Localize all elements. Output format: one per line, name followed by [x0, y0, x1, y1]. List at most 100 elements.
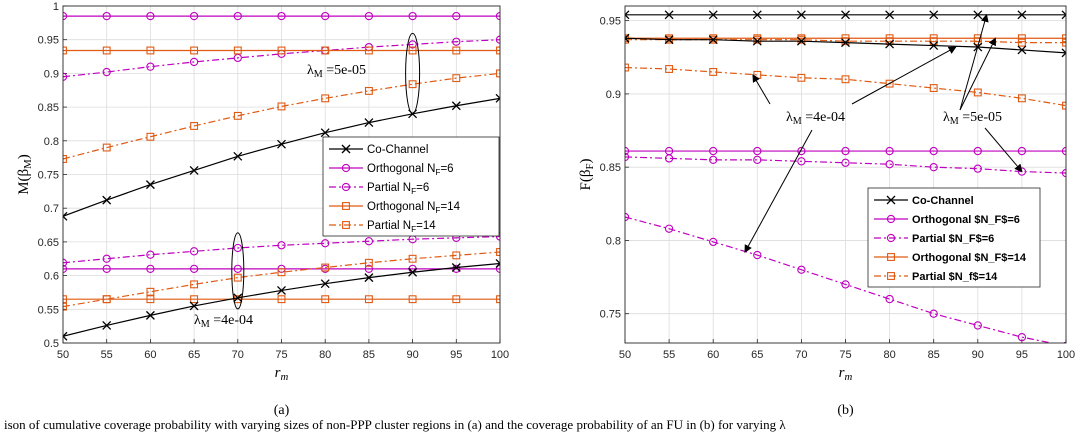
- x-marker-stroke: [189, 165, 199, 175]
- text-span: F: [435, 168, 440, 177]
- x-marker: [886, 195, 896, 205]
- text-span: r: [275, 365, 281, 381]
- square-marker: [841, 37, 850, 46]
- text-span: Co-Channel: [367, 144, 428, 156]
- legend-item-orthogonal-n-f-14: Orthogonal NF=14: [329, 201, 461, 215]
- x-tick-label: 95: [450, 349, 462, 361]
- circle-marker: [664, 154, 674, 163]
- square-marker: [496, 69, 500, 78]
- square-marker: [190, 295, 199, 304]
- text-span: =14: [416, 220, 436, 232]
- circle-marker: [233, 11, 242, 21]
- square-marker: [364, 295, 373, 304]
- x-marker-stroke: [495, 97, 500, 103]
- square-marker: [342, 202, 350, 210]
- x-marker: [277, 285, 286, 295]
- x-marker: [102, 321, 112, 330]
- legend-box: [322, 136, 500, 237]
- text-span: =6: [440, 163, 453, 175]
- square-marker: [753, 35, 762, 44]
- circle-marker: [973, 164, 982, 173]
- series-layer: [63, 11, 500, 341]
- x-marker-stroke: [885, 10, 895, 20]
- square-marker: [452, 251, 461, 260]
- circle-marker: [929, 146, 938, 156]
- circle-marker: [277, 11, 286, 21]
- circle-marker: [408, 11, 417, 21]
- text-span: =4e-04: [802, 110, 845, 125]
- text-span: ): [578, 159, 594, 164]
- circle-marker: [277, 241, 286, 250]
- legend-item-partial-n-f-6: Partial NF=6: [329, 182, 429, 196]
- circle-marker: [841, 158, 850, 167]
- tick-labels: 50 55 60 65 70 75 80 85 90 95 100 0.5 0.55 0.6 0.65 0.7…: [38, 1, 510, 361]
- square-marker: [929, 37, 938, 46]
- group-ellipse: [231, 232, 245, 310]
- series-co-channel-m-4e-04: [625, 33, 1066, 58]
- square-marker: [885, 79, 894, 88]
- x-tick-label: 55: [101, 349, 113, 361]
- x-marker-stroke: [451, 263, 461, 272]
- text-span: m: [845, 371, 853, 383]
- text-span: ): [16, 154, 32, 159]
- square-marker: [496, 248, 500, 256]
- x-tick-label: 100: [491, 349, 509, 361]
- tick-labels: 50 55 60 65 70 75 80 85 90 95 100 0.75 0.8 0.85 0.9 0.9…: [600, 16, 1076, 361]
- text-span: M: [22, 159, 34, 169]
- circle-marker: [233, 243, 242, 253]
- x-marker-stroke: [752, 10, 762, 20]
- square-marker: [102, 143, 111, 152]
- x-marker-stroke: [495, 93, 500, 100]
- circle-marker: [709, 155, 718, 164]
- square-marker: [233, 295, 242, 304]
- circle-marker: [364, 11, 374, 21]
- legend-item-orthogonal-n-f-6: Orthogonal $N_F$=6: [874, 214, 1020, 226]
- square-marker: [408, 80, 417, 89]
- square-marker: [277, 268, 286, 277]
- y-tick-label: 0.95: [600, 16, 621, 28]
- square-marker: [887, 272, 895, 280]
- chart-panel-b: 50 55 60 65 70 75 80 85 90 95 100 0.75 0.8 0.85 0.9 0.9…: [578, 5, 1076, 418]
- text-span: λ: [194, 313, 201, 328]
- circle-marker: [885, 146, 894, 156]
- annotation-arrow: [744, 129, 813, 254]
- series-layer: [625, 10, 1066, 343]
- square-marker: [342, 221, 350, 229]
- legend-item-co-channel: Co-Channel: [329, 144, 428, 156]
- x-marker-stroke: [145, 310, 155, 320]
- series-line: [625, 156, 1066, 174]
- circle-marker: [189, 57, 199, 67]
- y-tick-label: 0.95: [38, 35, 59, 47]
- circle-marker: [929, 163, 938, 172]
- square-marker: [665, 65, 674, 73]
- x-marker: [189, 301, 199, 311]
- circle-marker: [886, 233, 896, 243]
- square-marker: [797, 35, 806, 44]
- square-marker: [797, 73, 806, 82]
- y-tick-label: 0.65: [38, 237, 59, 249]
- x-tick-label: 90: [972, 349, 984, 361]
- circle-marker: [321, 11, 330, 21]
- x-tick-label: 80: [883, 349, 895, 361]
- square-marker: [277, 102, 286, 111]
- x-marker: [885, 39, 895, 49]
- x-tick-label: 80: [319, 349, 331, 361]
- legend-item-partial-n-f-14: Partial NF=14: [329, 220, 436, 234]
- circle-marker: [452, 11, 461, 21]
- series-orthogonal-n-f-14-m-4e-04: [63, 295, 500, 304]
- x-marker: [664, 35, 674, 45]
- x-axis-label: rm: [839, 365, 853, 383]
- circle-marker: [189, 264, 199, 274]
- annotation-label: λM =4e-04: [194, 313, 253, 330]
- circle-marker: [885, 294, 894, 304]
- series-line: [625, 216, 1055, 343]
- x-tick-label: 65: [188, 349, 200, 361]
- annotation-arrow: [752, 74, 771, 105]
- series-co-channel-m-5e-05: [63, 93, 500, 221]
- circle-marker: [364, 264, 374, 274]
- square-marker: [625, 35, 629, 44]
- circle-marker: [102, 11, 111, 21]
- circle-marker: [364, 237, 374, 246]
- series-partial-n-f-6-m-5e-05: [625, 152, 1066, 178]
